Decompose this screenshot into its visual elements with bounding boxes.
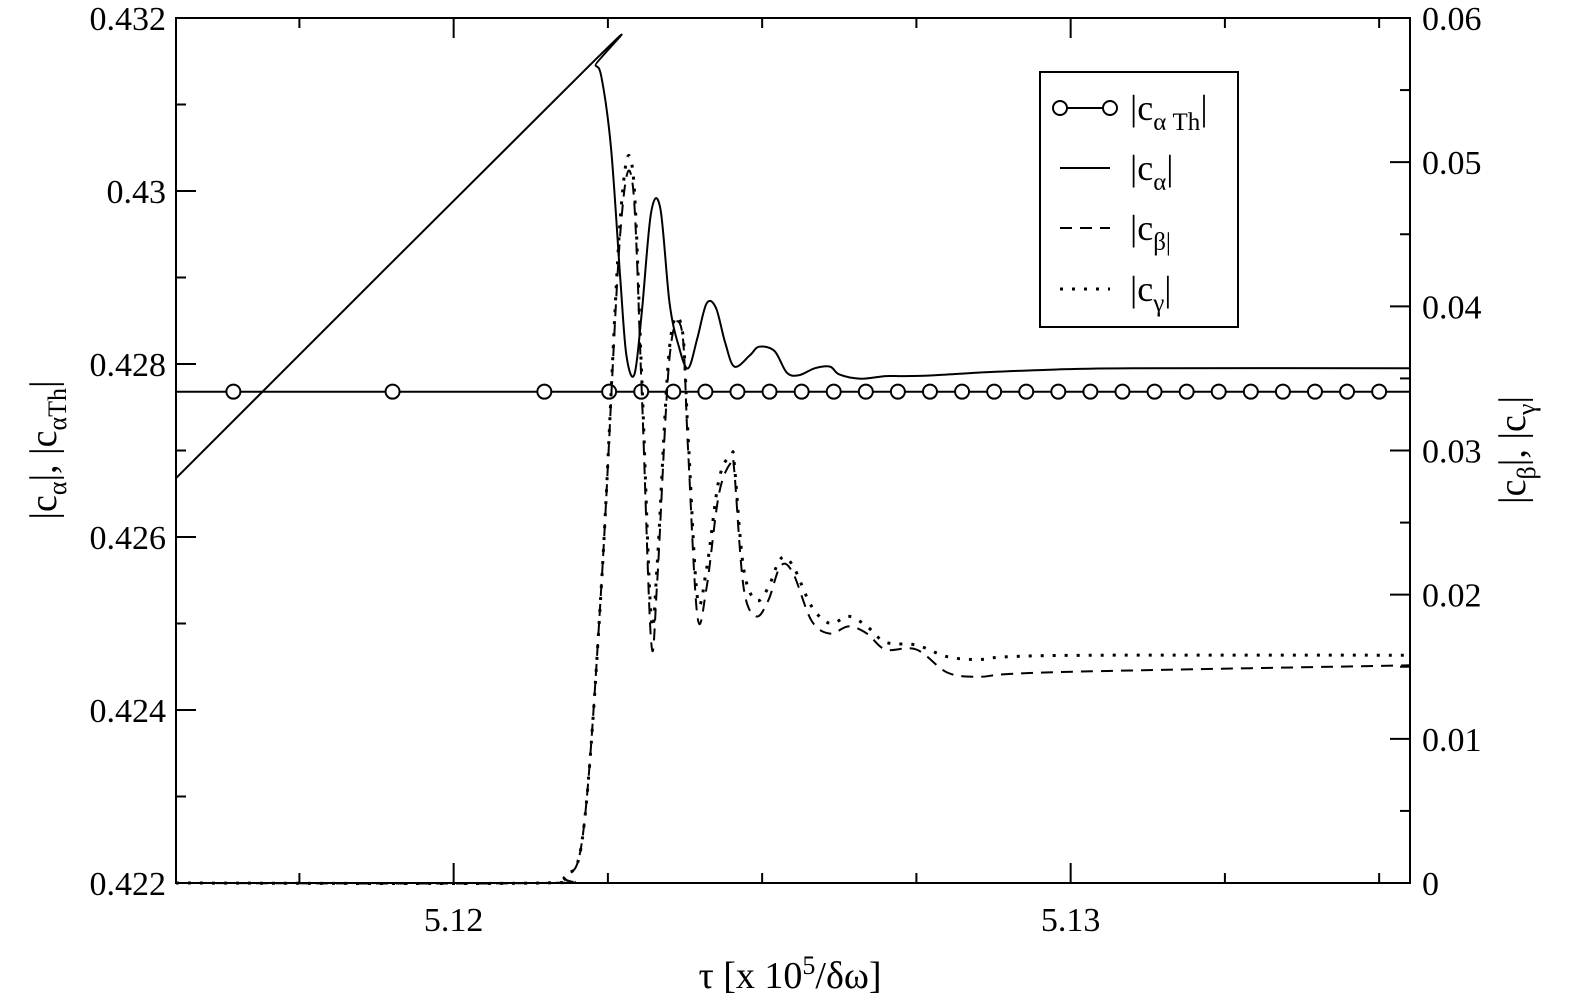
series-marker-c-alpha-th xyxy=(697,383,714,400)
y-right-tick-label: 0 xyxy=(1422,866,1439,903)
y-left-axis-title: |cα|, |cαTh| xyxy=(23,380,72,519)
series-marker-c-alpha-th xyxy=(825,383,842,400)
series-marker-c-alpha-th xyxy=(729,383,746,400)
series-marker-c-alpha-th xyxy=(1306,383,1323,400)
legend: |cα Th| |cα| |cβ| |cγ| xyxy=(1039,71,1239,328)
y-right-axis-title: |cβ|, |cγ| xyxy=(1492,396,1541,504)
plot-series xyxy=(175,33,1411,886)
legend-label: |cγ| xyxy=(1130,269,1171,317)
legend-box xyxy=(1039,71,1239,328)
series-marker-c-alpha-th xyxy=(1210,383,1227,400)
series-marker-c-alpha-th xyxy=(1178,383,1195,400)
y-right-tick-label: 0.06 xyxy=(1422,1,1482,38)
series-marker-c-alpha-th xyxy=(1339,383,1356,400)
series-marker-c-alpha-th xyxy=(384,383,401,400)
series-marker-c-alpha-th xyxy=(1018,383,1035,400)
x-tick-label: 5.12 xyxy=(424,902,484,939)
series-marker-c-alpha-th xyxy=(793,383,810,400)
legend-entry-c-alpha: |cα| xyxy=(1060,148,1174,196)
series-marker-c-alpha-th xyxy=(536,383,553,400)
series-marker-c-alpha-th xyxy=(1242,383,1259,400)
x-axis-ticks: 5.12 5.13 xyxy=(298,18,1381,939)
series-marker-c-alpha-th xyxy=(761,383,778,400)
y-right-tick-label: 0.03 xyxy=(1422,434,1482,471)
x-tick-label: 5.13 xyxy=(1041,902,1101,939)
series-marker-c-alpha-th xyxy=(1146,383,1163,400)
series-line-c-gamma xyxy=(175,154,1411,886)
series-marker-c-alpha-th xyxy=(921,383,938,400)
series-marker-c-alpha-th xyxy=(601,383,618,400)
y-right-axis-ticks: 0 0.01 0.02 0.03 0.04 0.05 0.06 xyxy=(1390,1,1482,903)
legend-entry-c-alpha-th: |cα Th| xyxy=(1052,88,1208,136)
y-right-tick-label: 0.02 xyxy=(1422,578,1482,615)
legend-label: |cα Th| xyxy=(1130,88,1208,136)
y-right-tick-label: 0.04 xyxy=(1422,289,1482,326)
series-marker-c-alpha-th xyxy=(986,383,1003,400)
x-axis-title: τ [x 105/δω] xyxy=(698,951,881,997)
legend-entry-c-beta: |cβ| xyxy=(1060,208,1171,256)
series-marker-c-alpha-th xyxy=(954,383,971,400)
series-marker-c-alpha-th xyxy=(857,383,874,400)
y-left-tick-label: 0.43 xyxy=(107,174,167,211)
series-line-c-beta xyxy=(175,169,1411,885)
series-marker-c-alpha-th xyxy=(889,383,906,400)
legend-label: |cα| xyxy=(1130,148,1174,196)
series-marker-c-alpha-th xyxy=(1371,383,1388,400)
legend-entry-c-gamma: |cγ| xyxy=(1060,269,1171,317)
series-marker-c-alpha-th xyxy=(1274,383,1291,400)
series-line-c-alpha xyxy=(175,33,1411,479)
y-left-axis-ticks: 0.422 0.424 0.426 0.428 0.43 0.432 xyxy=(90,1,196,903)
series-marker-c-alpha-th xyxy=(665,383,682,400)
y-right-tick-label: 0.05 xyxy=(1422,145,1482,182)
series-marker-c-alpha-th xyxy=(225,383,242,400)
y-left-tick-label: 0.432 xyxy=(90,1,167,38)
legend-marker-sample xyxy=(1102,100,1118,116)
series-marker-c-alpha-th xyxy=(1050,383,1067,400)
y-left-tick-label: 0.426 xyxy=(90,520,167,557)
series-marker-c-alpha-th xyxy=(1114,383,1131,400)
y-left-tick-label: 0.428 xyxy=(90,347,167,384)
y-left-tick-label: 0.422 xyxy=(90,866,167,903)
legend-marker-sample xyxy=(1052,100,1068,116)
series-marker-c-alpha-th xyxy=(1082,383,1099,400)
y-left-tick-label: 0.424 xyxy=(90,693,167,730)
legend-label: |cβ| xyxy=(1130,208,1171,256)
y-right-tick-label: 0.01 xyxy=(1422,722,1482,759)
